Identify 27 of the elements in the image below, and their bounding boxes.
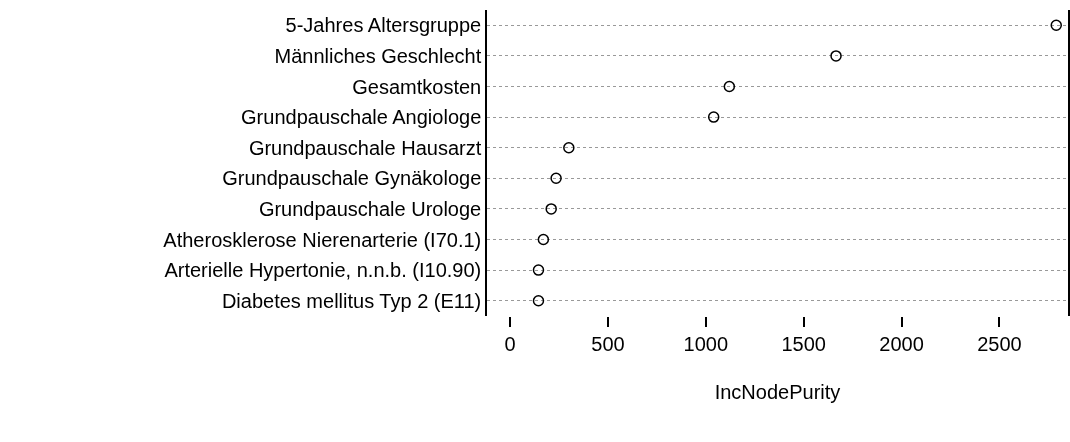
y-tick-label: Gesamtkosten: [352, 75, 482, 98]
x-tick-label: 2000: [879, 333, 924, 355]
x-tick-label: 0: [504, 333, 516, 355]
y-tick-label: Arterielle Hypertonie, n.n.b. (I10.90): [164, 259, 482, 282]
point: [545, 203, 557, 215]
x-tick-label: 500: [591, 333, 625, 355]
point: [532, 264, 545, 276]
point: [707, 111, 720, 123]
point: [830, 50, 842, 62]
y-tick-label: 5-Jahres Altersgruppe: [285, 14, 482, 37]
point: [1050, 19, 1062, 32]
y-tick-label: Grundpauschale Urologe: [258, 197, 482, 220]
y-tick-label: Grundpauschale Hausarzt: [248, 136, 482, 159]
y-tick-label: Männliches Geschlecht: [274, 44, 482, 67]
point: [550, 172, 562, 185]
point: [723, 80, 736, 93]
x-tick-label: 1500: [781, 333, 826, 355]
point: [532, 294, 545, 307]
x-tick-label: 2500: [977, 333, 1022, 355]
y-tick-label: Diabetes mellitus Typ 2 (E11): [221, 289, 482, 312]
y-tick-label: Grundpauschale Gynäkologe: [222, 167, 482, 190]
point: [537, 233, 550, 246]
x-axis-title: IncNodePurity: [714, 380, 841, 403]
y-tick-label: Grundpauschale Angiologe: [241, 106, 482, 129]
x-tick-label: 1000: [683, 333, 729, 355]
y-tick-label: Atherosklerose Nierenarterie (I70.1): [163, 228, 482, 251]
point: [563, 141, 575, 154]
